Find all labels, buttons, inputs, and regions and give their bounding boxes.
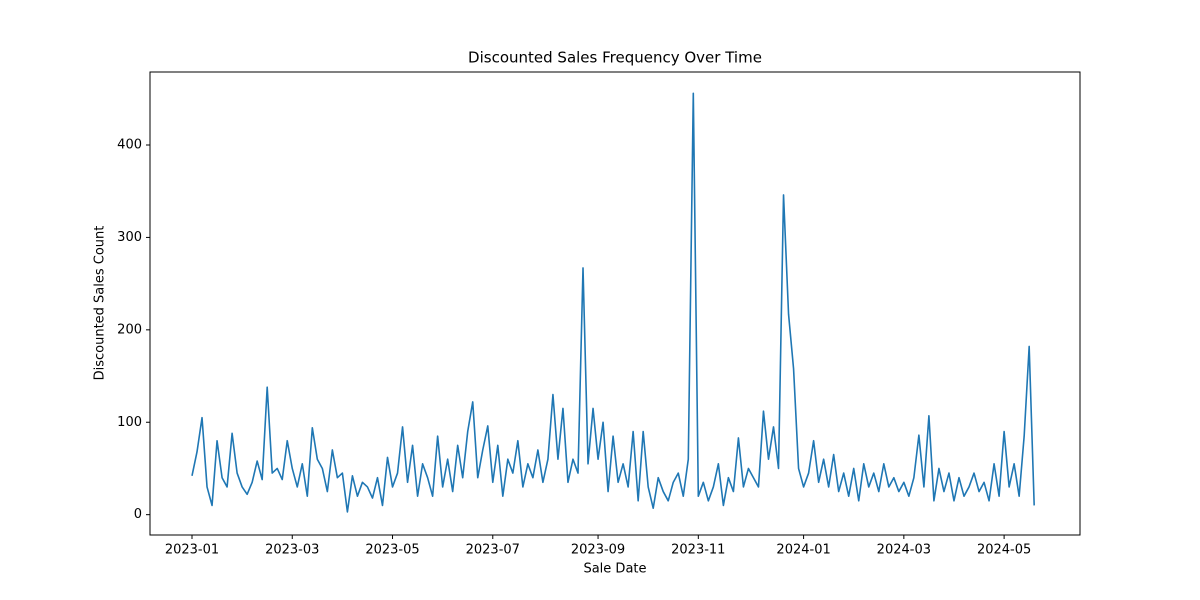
y-axis-label: Discounted Sales Count xyxy=(93,226,108,381)
plot-frame xyxy=(149,71,1081,536)
x-tick-label: 2024-03 xyxy=(877,543,931,558)
y-tick-label: 400 xyxy=(117,138,142,153)
y-tick-label: 200 xyxy=(117,322,142,337)
x-tick-label: 2023-07 xyxy=(466,543,520,558)
y-tick-label: 300 xyxy=(117,230,142,245)
x-tick-label: 2023-01 xyxy=(165,543,219,558)
x-tick-label: 2023-09 xyxy=(571,543,625,558)
y-tick-label: 100 xyxy=(117,415,142,430)
x-tick-label: 2023-05 xyxy=(365,543,419,558)
y-tick-label: 0 xyxy=(134,507,142,522)
x-tick-label: 2024-01 xyxy=(776,543,830,558)
chart-title: Discounted Sales Frequency Over Time xyxy=(468,49,762,67)
x-tick-label: 2024-05 xyxy=(977,543,1031,558)
data-line xyxy=(191,92,1035,513)
x-tick-label: 2023-03 xyxy=(265,543,319,558)
x-axis-label: Sale Date xyxy=(583,562,646,577)
x-tick-label: 2023-11 xyxy=(671,543,725,558)
